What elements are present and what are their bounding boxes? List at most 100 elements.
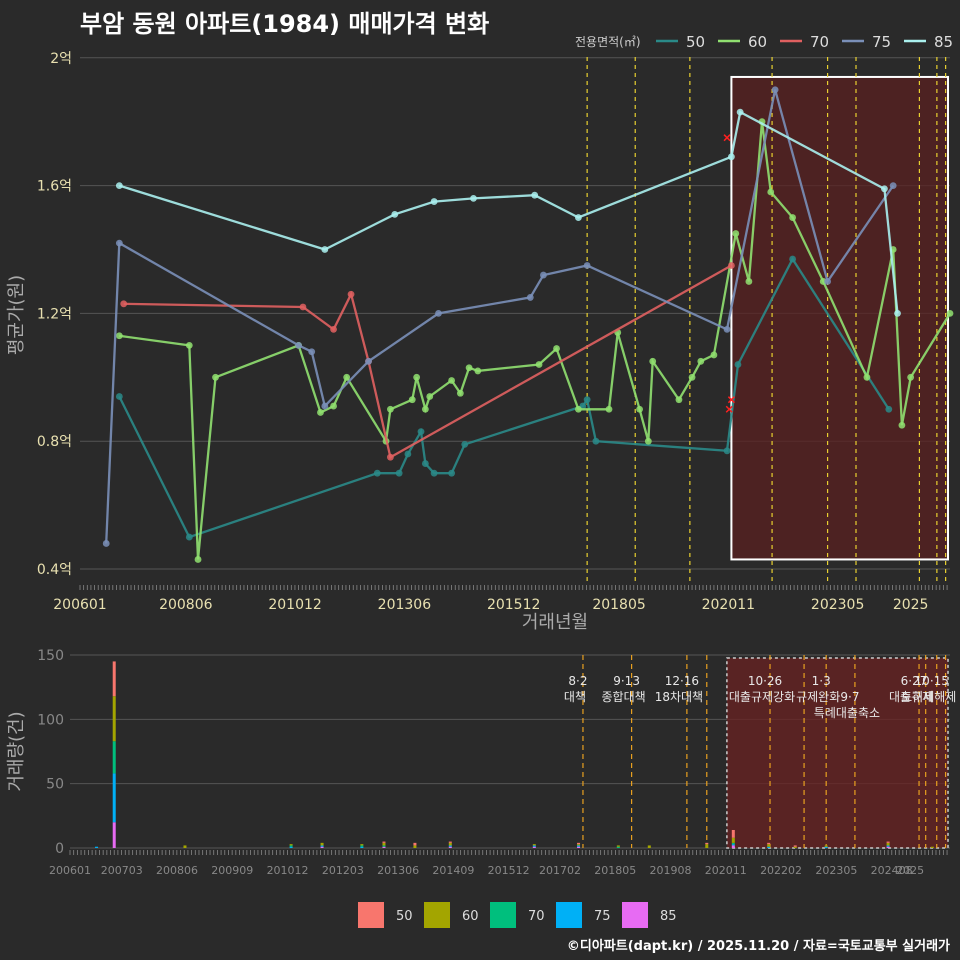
data-point-60 bbox=[456, 389, 464, 397]
bar-legend-swatch-70 bbox=[490, 902, 516, 928]
volume-bar-75 bbox=[532, 845, 536, 847]
data-point-60 bbox=[907, 373, 915, 381]
vol-x-tick-label: 201512 bbox=[488, 864, 530, 877]
data-point-60 bbox=[212, 373, 219, 381]
data-point-75 bbox=[321, 402, 329, 410]
data-point-85 bbox=[574, 214, 582, 221]
event-label: 규제완화 bbox=[796, 690, 840, 704]
event-label: 특례대출축소 bbox=[814, 706, 880, 720]
data-point-60 bbox=[946, 310, 954, 317]
volume-bar-75 bbox=[731, 844, 735, 846]
x-tick-label: 200601 bbox=[53, 597, 106, 613]
vol-y-tick-label: 150 bbox=[37, 648, 64, 664]
data-point-85 bbox=[894, 310, 901, 317]
event-date: 6·27 bbox=[901, 674, 928, 688]
volume-bar-70 bbox=[731, 842, 735, 845]
event-label: 대출규제강화 bbox=[729, 690, 795, 704]
volume-bar-85 bbox=[731, 845, 735, 848]
data-point-60 bbox=[115, 332, 123, 340]
bar-legend-label-50: 50 bbox=[396, 909, 413, 924]
data-point-70 bbox=[387, 453, 394, 461]
vol-x-tick-label: 202408 bbox=[871, 864, 913, 877]
vol-y-axis-title: 거래량(건) bbox=[6, 711, 27, 791]
volume-bar-75 bbox=[448, 845, 452, 847]
volume-bar-70 bbox=[112, 741, 116, 774]
event-date: 12·16 bbox=[665, 674, 699, 688]
credit-text: ©디아파트(dapt.kr) / 2025.11.20 / 자료=국토교통부 실… bbox=[566, 939, 950, 954]
volume-bar-50 bbox=[382, 841, 386, 843]
data-point-50 bbox=[592, 437, 600, 445]
y-tick-label: 1.6억 bbox=[37, 179, 72, 195]
data-point-60 bbox=[421, 405, 429, 413]
cancel-mark bbox=[723, 134, 731, 142]
vol-x-tick-label: 201409 bbox=[432, 864, 474, 877]
volume-bar-60 bbox=[360, 844, 364, 846]
volume-bar-60 bbox=[577, 844, 581, 846]
bar-legend-swatch-50 bbox=[358, 902, 384, 928]
volume-bar-50 bbox=[793, 845, 797, 847]
data-point-60 bbox=[330, 402, 337, 410]
volume-bar-60 bbox=[767, 844, 771, 847]
volume-bar-75 bbox=[289, 846, 293, 848]
volume-bar-70 bbox=[360, 845, 364, 847]
volume-bar-60 bbox=[616, 845, 620, 847]
volume-bar-50 bbox=[577, 842, 581, 845]
data-point-60 bbox=[574, 405, 582, 413]
y-tick-label: 0.4억 bbox=[37, 562, 72, 578]
cancel-mark bbox=[725, 405, 733, 413]
data-point-60 bbox=[185, 341, 193, 349]
data-point-50 bbox=[583, 396, 591, 404]
volume-bar-60 bbox=[886, 842, 890, 846]
data-point-75 bbox=[365, 357, 372, 365]
data-point-60 bbox=[710, 351, 718, 359]
volume-bar-85 bbox=[112, 822, 116, 848]
volume-bar-75 bbox=[360, 846, 364, 848]
volume-bar-70 bbox=[382, 845, 386, 847]
volume-bar-50 bbox=[112, 661, 116, 697]
price-line-chart: 0.4억 0.8억 1.2억 1.6억 2억 200601 200806 201012 2013… bbox=[6, 51, 954, 633]
data-point-60 bbox=[898, 421, 906, 429]
data-point-50 bbox=[417, 428, 425, 436]
event-date: 10·15 bbox=[915, 674, 949, 688]
data-point-50 bbox=[789, 255, 797, 263]
top-legend: 전용면적(㎡) 50 60 70 75 85 bbox=[575, 33, 953, 51]
vol-x-tick-label: 200806 bbox=[156, 864, 198, 877]
volume-bar-50 bbox=[731, 829, 735, 838]
data-point-85 bbox=[728, 153, 735, 161]
legend-label-75: 75 bbox=[872, 33, 891, 51]
event-label: 토허제해제 bbox=[901, 690, 956, 704]
bar-legend-swatch-75 bbox=[556, 902, 582, 928]
event-date: 1·3 bbox=[812, 674, 831, 688]
data-point-60 bbox=[194, 556, 202, 563]
data-point-70 bbox=[299, 303, 307, 311]
volume-bar-75 bbox=[577, 845, 581, 847]
event-label: 대책 bbox=[564, 689, 586, 704]
data-point-75 bbox=[115, 239, 123, 247]
vol-y-tick-label: 50 bbox=[46, 777, 64, 793]
vol-x-tick-label: 201908 bbox=[650, 864, 692, 877]
vol-x-tick-label: 201805 bbox=[594, 864, 636, 877]
data-point-75 bbox=[723, 325, 731, 333]
volume-bar-60 bbox=[930, 846, 934, 848]
volume-bar-75 bbox=[320, 845, 324, 847]
data-point-50 bbox=[734, 361, 742, 368]
volume-bar-60 bbox=[448, 842, 452, 846]
x-tick-label: 200806 bbox=[159, 597, 213, 613]
volume-bar-60 bbox=[289, 844, 293, 846]
data-point-50 bbox=[421, 460, 429, 467]
x-tick-label: 202011 bbox=[702, 597, 755, 613]
data-point-60 bbox=[863, 373, 871, 381]
vol-x-tick-label: 202011 bbox=[705, 864, 747, 877]
x-tick-label: 2025 bbox=[893, 597, 929, 613]
data-point-50 bbox=[115, 393, 123, 400]
x-tick-label: 202305 bbox=[811, 597, 864, 613]
vol-x-tick-label: 201306 bbox=[377, 864, 419, 877]
data-point-60 bbox=[605, 405, 613, 413]
data-point-85 bbox=[470, 194, 477, 202]
volume-bar-60 bbox=[731, 837, 735, 843]
data-point-70 bbox=[347, 290, 355, 298]
data-point-60 bbox=[789, 214, 797, 221]
data-point-50 bbox=[404, 450, 412, 458]
data-point-70 bbox=[120, 300, 128, 308]
